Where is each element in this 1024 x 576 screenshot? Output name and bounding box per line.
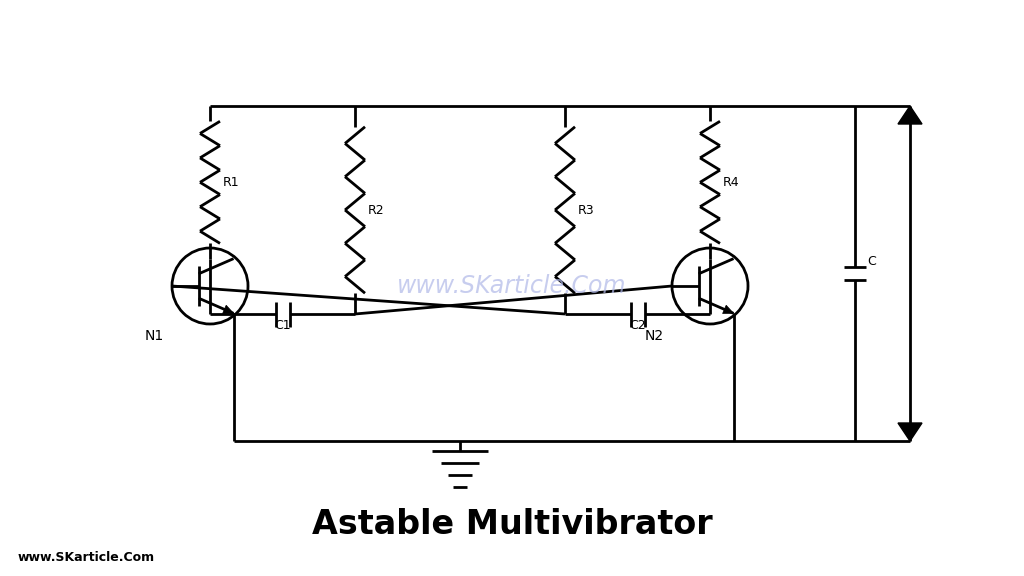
Polygon shape — [898, 423, 922, 441]
Text: C: C — [867, 255, 876, 268]
Text: C2: C2 — [629, 319, 646, 332]
Text: www.SKarticle.Com: www.SKarticle.Com — [397, 274, 627, 298]
Text: N1: N1 — [144, 329, 164, 343]
Polygon shape — [222, 305, 233, 313]
Text: C1: C1 — [274, 319, 291, 332]
Polygon shape — [898, 106, 922, 124]
Polygon shape — [723, 305, 733, 313]
Text: Astable Multivibrator: Astable Multivibrator — [311, 507, 713, 540]
Text: R2: R2 — [368, 203, 385, 217]
Text: N2: N2 — [645, 329, 664, 343]
Text: R4: R4 — [723, 176, 739, 189]
Text: R1: R1 — [223, 176, 240, 189]
Text: R3: R3 — [578, 203, 595, 217]
Text: www.SKarticle.Com: www.SKarticle.Com — [18, 551, 155, 564]
